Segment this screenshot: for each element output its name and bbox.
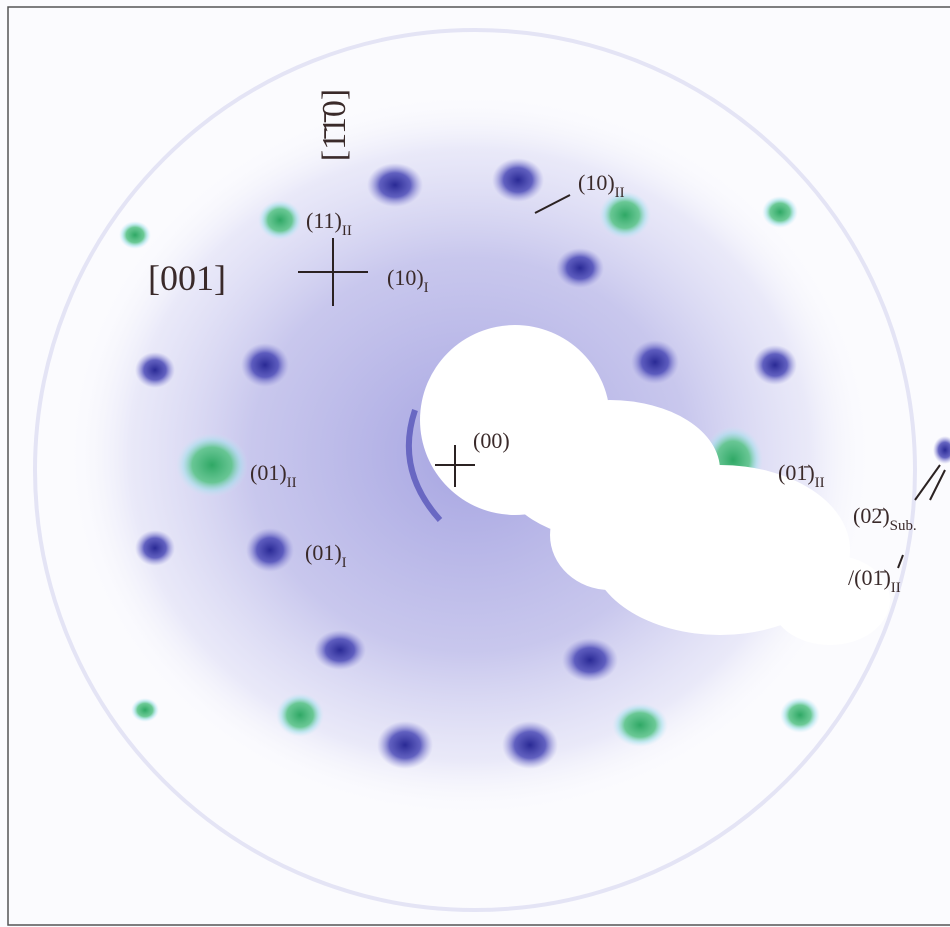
blue-spot	[314, 630, 366, 670]
label-main: [1̄1̄0]	[316, 89, 353, 161]
label-subscript: II	[815, 475, 825, 491]
green-spot	[599, 191, 651, 239]
diffraction-label: [1̄1̄0]	[316, 89, 353, 161]
blue-spot	[367, 163, 423, 207]
green-spot	[762, 196, 798, 228]
green-spot	[258, 200, 302, 240]
diffraction-label: (00)	[473, 428, 510, 453]
label-subscript: I	[342, 555, 347, 571]
label-main: (11)	[306, 208, 342, 233]
green-spot	[131, 698, 159, 722]
blue-spot	[135, 530, 175, 566]
label-subscript: II	[891, 580, 901, 596]
label-main: (01̄)	[778, 460, 815, 485]
label-subscript: Sub.	[890, 518, 917, 534]
leed-pattern: [1̄1̄0][001](10)II(11)II(10)I(00)(01)II(…	[0, 0, 950, 927]
label-main: (00)	[473, 428, 510, 453]
label-main: (02̄)	[853, 503, 890, 528]
label-main: (01)	[250, 460, 287, 485]
label-main: (10)	[578, 170, 615, 195]
blue-spot	[135, 352, 175, 388]
label-main: (10)	[387, 265, 424, 290]
green-spot	[176, 433, 248, 497]
blue-spot	[753, 345, 797, 385]
label-main: [001]	[148, 258, 226, 298]
blue-spot	[246, 528, 294, 572]
label-main: (01)	[305, 540, 342, 565]
diffraction-label: [001]	[148, 258, 226, 298]
label-subscript: I	[424, 280, 429, 296]
label-main: /(01̄)	[848, 565, 891, 590]
blue-spot	[502, 721, 558, 769]
blue-spot	[492, 158, 544, 202]
label-subscript: II	[342, 223, 352, 239]
green-spot	[612, 703, 668, 747]
green-spot	[119, 221, 151, 249]
blue-spot	[241, 343, 289, 387]
page: [1̄1̄0][001](10)II(11)II(10)I(00)(01)II(…	[0, 0, 950, 927]
blue-spot	[562, 638, 618, 682]
blue-spot	[556, 248, 604, 288]
blue-spot	[377, 721, 433, 769]
green-spot	[780, 697, 820, 733]
label-subscript: II	[287, 475, 297, 491]
green-spot	[276, 693, 324, 737]
blue-spot	[631, 340, 679, 384]
label-subscript: II	[615, 185, 625, 201]
